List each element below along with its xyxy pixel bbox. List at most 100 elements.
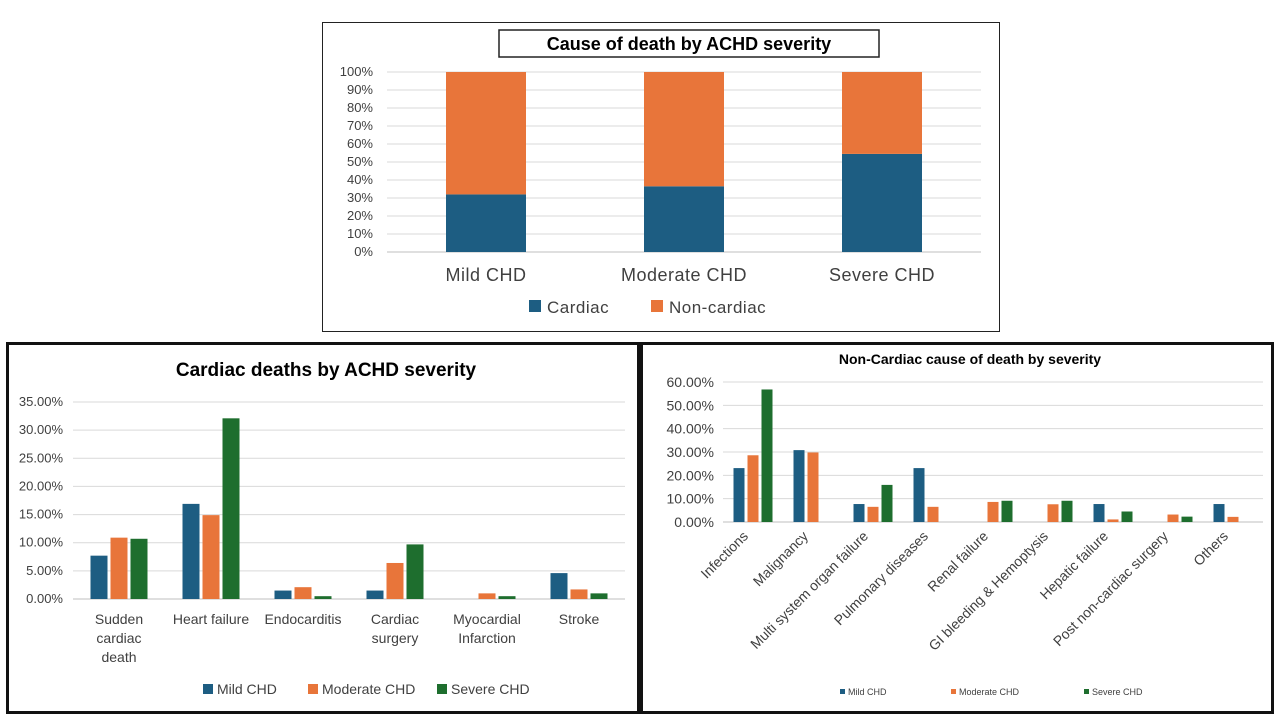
bar-severe-chd — [590, 593, 608, 599]
y-tick-label: 0% — [354, 244, 373, 259]
bar-mild-chd — [550, 573, 568, 599]
x-category-label: cardiac — [96, 630, 141, 646]
y-tick-label: 20% — [347, 208, 373, 223]
y-tick-label: 10% — [347, 226, 373, 241]
bar-moderate-chd — [807, 452, 819, 522]
y-tick-label: 25.00% — [19, 450, 64, 465]
x-category-label: Moderate CHD — [621, 265, 747, 285]
y-tick-label: 15.00% — [19, 507, 64, 522]
bar-severe-chd — [761, 389, 773, 522]
bar-noncardiac — [446, 72, 526, 195]
y-tick-label: 80% — [347, 100, 373, 115]
bar-severe-chd — [130, 538, 148, 599]
legend-swatch — [529, 300, 541, 312]
y-tick-label: 10.00% — [667, 491, 714, 507]
x-category-label: Infections — [697, 528, 751, 582]
x-category-label: Stroke — [559, 611, 600, 627]
bar-noncardiac — [842, 72, 922, 154]
stacked-chart: Cause of death by ACHD severity 0% 10% 20%… — [340, 29, 981, 317]
legend-swatch — [437, 684, 447, 694]
legend-label: Cardiac — [547, 298, 609, 317]
y-tick-label: 30% — [347, 190, 373, 205]
y-tick-label: 0.00% — [674, 514, 714, 530]
cardiac-chart: Cardiac deaths by ACHD severity 0.00% 5.0… — [19, 360, 625, 697]
bar-moderate-chd — [747, 455, 759, 522]
y-tick-label: 50% — [347, 154, 373, 169]
x-category-label: death — [101, 649, 136, 665]
y-tick-label: 30.00% — [19, 422, 64, 437]
bar-severe-chd — [1061, 500, 1073, 522]
x-category-label: Malignancy — [750, 528, 811, 589]
bar-severe-chd — [406, 544, 424, 599]
bar-moderate-chd — [386, 562, 404, 599]
y-tick-label: 40% — [347, 172, 373, 187]
legend-label: Severe CHD — [1092, 687, 1143, 697]
bar-moderate-chd — [294, 587, 312, 599]
x-category-label: Others — [1190, 528, 1231, 569]
x-category-label: Infarction — [458, 630, 516, 646]
x-category-label: Myocardial — [453, 611, 521, 627]
legend-swatch — [840, 689, 845, 694]
bar-severe-chd — [222, 418, 240, 599]
x-category-label: Mild CHD — [445, 265, 526, 285]
chart-title-box — [498, 29, 880, 58]
x-category-label: Post non-cardiac surgery — [1050, 528, 1171, 649]
bar-severe-chd — [1121, 511, 1133, 522]
bar-cardiac — [644, 186, 724, 252]
y-tick-label: 60% — [347, 136, 373, 151]
bar-moderate-chd — [570, 589, 588, 599]
legend-swatch — [951, 689, 956, 694]
bar-cardiac — [842, 153, 922, 252]
x-category-label: Renal failure — [924, 528, 991, 595]
x-category-label: Multi system organ failure — [747, 528, 871, 652]
bar-moderate-chd — [478, 593, 496, 599]
x-category-label: GI bleeding & Hemoptysis — [925, 528, 1051, 654]
y-tick-label: 50.00% — [667, 397, 714, 413]
x-category-label: Sudden — [95, 611, 143, 627]
bar-moderate-chd — [110, 537, 128, 599]
chart-title: Cause of death by ACHD severity — [547, 34, 831, 54]
bar-moderate-chd — [202, 515, 220, 599]
bar-moderate-chd — [1227, 516, 1239, 522]
bar-severe-chd — [1001, 500, 1013, 522]
bar-mild-chd — [853, 504, 865, 522]
x-category-label: Endocarditis — [264, 611, 341, 627]
y-tick-label: 10.00% — [19, 535, 64, 550]
chart-title: Non-Cardiac cause of death by severity — [839, 351, 1101, 367]
bar-moderate-chd — [1167, 514, 1179, 522]
legend-swatch — [308, 684, 318, 694]
bar-moderate-chd — [867, 506, 879, 522]
bar-moderate-chd — [1107, 519, 1119, 522]
bar-mild-chd — [182, 503, 200, 599]
cardiac-chart-panel: Cardiac deaths by ACHD severity 0.00% 5.0… — [6, 342, 640, 714]
x-category-label: Cardiac — [371, 611, 419, 627]
legend-label: Mild CHD — [217, 681, 277, 697]
bar-noncardiac — [644, 72, 724, 187]
bar-mild-chd — [793, 450, 805, 522]
bar-mild-chd — [1213, 504, 1225, 522]
bar-severe-chd — [498, 596, 516, 599]
y-tick-label: 40.00% — [667, 421, 714, 437]
bar-mild-chd — [274, 590, 292, 599]
bar-mild-chd — [913, 468, 925, 522]
legend-label: Moderate CHD — [959, 687, 1020, 697]
bar-severe-chd — [881, 484, 893, 522]
y-tick-label: 30.00% — [667, 444, 714, 460]
bar-moderate-chd — [927, 506, 939, 522]
bar-moderate-chd — [1047, 504, 1059, 522]
legend-swatch — [203, 684, 213, 694]
y-tick-label: 20.00% — [667, 467, 714, 483]
x-category-label: surgery — [372, 630, 419, 646]
bar-mild-chd — [733, 468, 745, 522]
stacked-chart-panel: Cause of death by ACHD severity 0% 10% 20%… — [322, 22, 1000, 332]
bar-mild-chd — [90, 555, 108, 599]
chart-title: Cardiac deaths by ACHD severity — [176, 360, 477, 381]
bar-severe-chd — [1181, 516, 1193, 522]
legend-label: Mild CHD — [848, 687, 887, 697]
noncardiac-chart: Non-Cardiac cause of death by severity 0… — [667, 351, 1263, 697]
y-tick-label: 90% — [347, 82, 373, 97]
legend-label: Moderate CHD — [322, 681, 415, 697]
bar-severe-chd — [314, 596, 332, 599]
y-tick-label: 70% — [347, 118, 373, 133]
y-tick-label: 5.00% — [26, 563, 63, 578]
